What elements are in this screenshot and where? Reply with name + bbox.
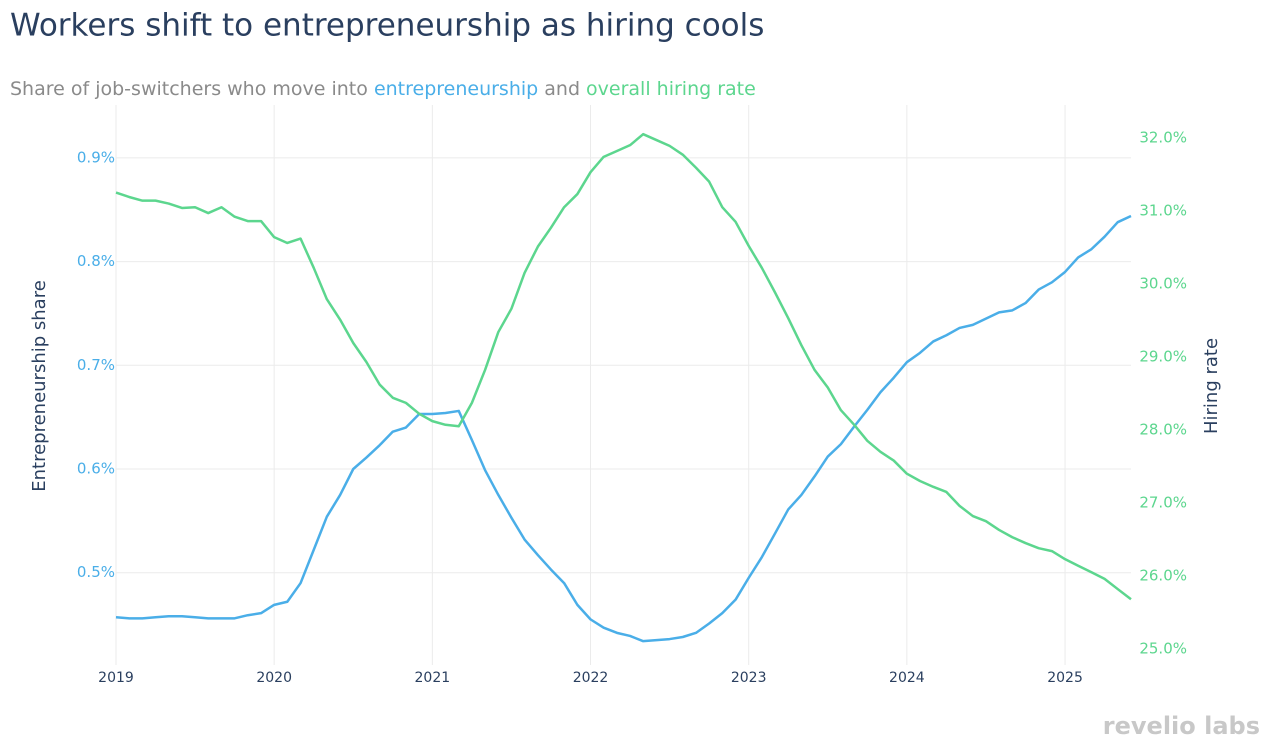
y2-tick-label: 32.0% [1139, 128, 1187, 146]
y2-tick-label: 28.0% [1139, 420, 1187, 438]
y-axis-title: Entrepreneurship share [29, 280, 50, 492]
y-tick-label: 0.7% [77, 356, 115, 374]
x-tick-label: 2019 [98, 670, 134, 686]
y-tick-label: 0.8% [77, 252, 115, 270]
y-tick-label: 0.6% [77, 460, 115, 478]
y2-tick-label: 29.0% [1139, 347, 1187, 365]
subtitle-part: and [538, 78, 586, 100]
x-tick-label: 2021 [415, 670, 451, 686]
x-tick-label: 2023 [731, 670, 767, 686]
data-line [115, 132, 1132, 601]
y2-tick-label: 25.0% [1139, 639, 1187, 657]
y2-tick-label: 26.0% [1139, 566, 1187, 584]
chart-subtitle: Share of job-switchers who move into ent… [10, 78, 756, 100]
x-tick-label: 2025 [1047, 670, 1083, 686]
data-line [115, 214, 1132, 643]
y2-tick-label: 30.0% [1139, 274, 1187, 292]
subtitle-part: entrepreneurship [374, 78, 538, 100]
y-tick-label: 0.5% [77, 563, 115, 581]
x-tick-label: 2024 [889, 670, 925, 686]
y2-tick-label: 31.0% [1139, 201, 1187, 219]
y-tick-label: 0.9% [77, 148, 115, 166]
x-tick-label: 2020 [256, 670, 292, 686]
subtitle-part: Share of job-switchers who move into [10, 78, 374, 100]
y2-axis-title: Hiring rate [1201, 338, 1222, 434]
x-tick-label: 2022 [573, 670, 609, 686]
subtitle-part: overall hiring rate [586, 78, 756, 100]
y2-tick-label: 27.0% [1139, 493, 1187, 511]
watermark: revelio labs [1103, 712, 1260, 740]
chart-title: Workers shift to entrepreneurship as hir… [10, 8, 764, 44]
